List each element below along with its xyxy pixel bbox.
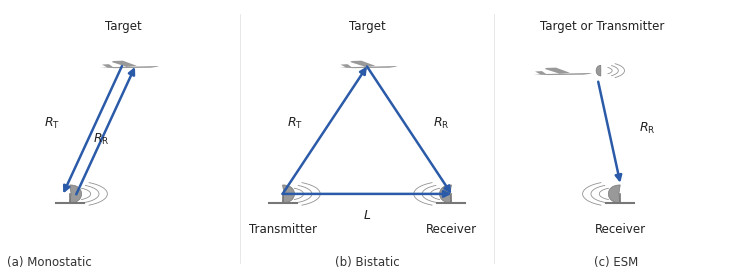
Polygon shape <box>70 185 81 203</box>
Polygon shape <box>350 61 375 67</box>
Polygon shape <box>608 185 620 203</box>
Text: $R_\mathrm{T}$: $R_\mathrm{T}$ <box>44 116 60 131</box>
Text: $L$: $L$ <box>363 209 371 222</box>
Polygon shape <box>545 68 570 74</box>
Text: $R_\mathrm{R}$: $R_\mathrm{R}$ <box>433 116 450 131</box>
Polygon shape <box>535 71 546 75</box>
Text: $R_\mathrm{T}$: $R_\mathrm{T}$ <box>287 116 303 131</box>
Polygon shape <box>534 73 592 75</box>
Text: $R_\mathrm{R}$: $R_\mathrm{R}$ <box>93 132 110 147</box>
Text: Target: Target <box>105 20 142 33</box>
Polygon shape <box>440 185 451 203</box>
Text: Target: Target <box>349 20 385 33</box>
Polygon shape <box>112 61 137 67</box>
Text: Transmitter: Transmitter <box>249 223 316 236</box>
Polygon shape <box>283 185 294 203</box>
Text: (c) ESM: (c) ESM <box>595 256 639 269</box>
Polygon shape <box>341 64 352 68</box>
Text: Receiver: Receiver <box>595 223 646 236</box>
Text: (b) Bistatic: (b) Bistatic <box>335 256 399 269</box>
Polygon shape <box>102 64 113 68</box>
Polygon shape <box>339 66 398 68</box>
Text: Target or Transmitter: Target or Transmitter <box>539 20 664 33</box>
Text: $R_\mathrm{R}$: $R_\mathrm{R}$ <box>639 121 655 136</box>
Polygon shape <box>101 66 159 68</box>
Text: (a) Monostatic: (a) Monostatic <box>7 256 92 269</box>
Text: Receiver: Receiver <box>426 223 477 236</box>
Polygon shape <box>596 65 601 76</box>
